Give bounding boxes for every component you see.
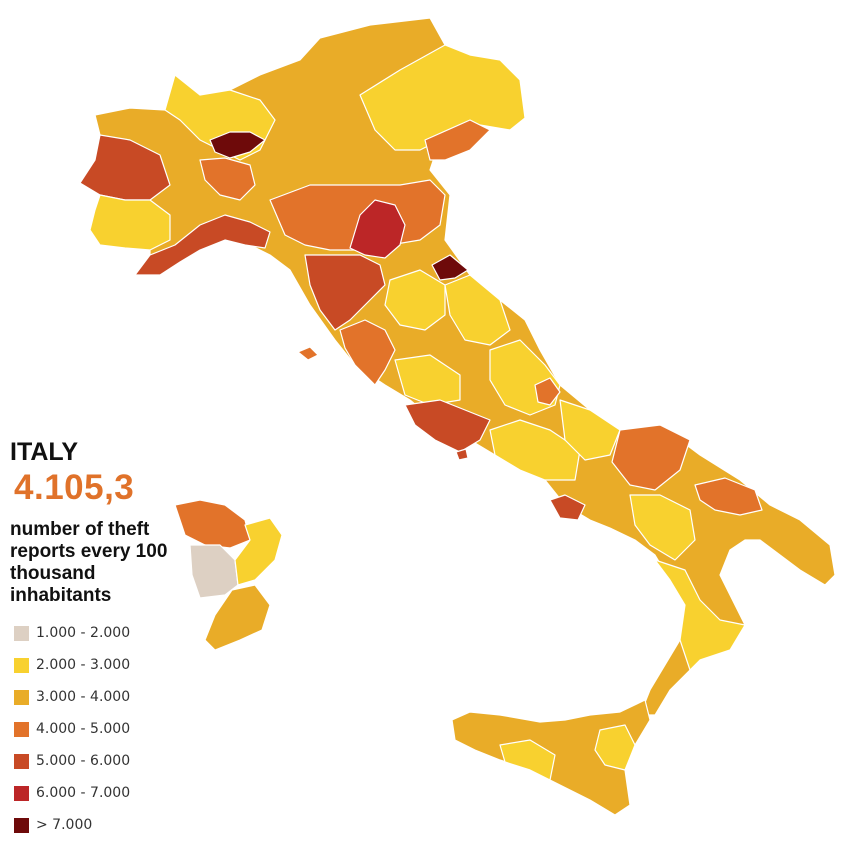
map-subtitle: number of theft reports every 100 thousa… <box>10 519 168 606</box>
map-region-molise[interactable] <box>559 399 621 461</box>
map-region-rimini[interactable] <box>431 254 469 281</box>
legend-swatch <box>14 690 29 705</box>
map-region-umbria[interactable] <box>384 269 446 331</box>
map-region-sardinia-east[interactable] <box>234 517 283 586</box>
map-region-tuscany-south[interactable] <box>339 319 396 386</box>
map-region-foggia[interactable] <box>611 424 691 491</box>
legend-label: 4.000 - 5.000 <box>36 721 131 737</box>
map-region-campania-yellow[interactable] <box>489 419 581 481</box>
map-region-bari[interactable] <box>694 477 763 516</box>
map-region-rome[interactable] <box>404 399 491 453</box>
map-region-tuscany-red[interactable] <box>304 254 386 331</box>
map-region-sicily-yellow[interactable] <box>499 739 556 781</box>
map-region-ischia[interactable] <box>455 448 469 461</box>
map-region-milan[interactable] <box>209 131 266 159</box>
map-region-naples[interactable] <box>549 494 586 521</box>
map-region-sardinia-grey[interactable] <box>189 544 239 599</box>
map-region-sardinia-north[interactable] <box>174 499 251 549</box>
map-region-piedmont-red[interactable] <box>79 134 171 201</box>
map-region-liguria[interactable] <box>134 214 271 276</box>
legend-label: 1.000 - 2.000 <box>36 625 131 641</box>
map-title: ITALY <box>10 438 79 466</box>
legend-swatch <box>14 722 29 737</box>
legend-swatch <box>14 818 29 833</box>
map-region-lazio-north[interactable] <box>394 354 461 406</box>
legend-label: 6.000 - 7.000 <box>36 785 131 801</box>
legend-swatch <box>14 786 29 801</box>
map-region-bologna[interactable] <box>349 199 406 259</box>
map-region-calabria[interactable] <box>654 559 746 671</box>
legend-swatch <box>14 626 29 641</box>
map-region-piedmont-yellow[interactable] <box>89 194 171 251</box>
legend-swatch <box>14 754 29 769</box>
map-region-lombardy-orange[interactable] <box>199 157 256 201</box>
legend-label: 5.000 - 6.000 <box>36 753 131 769</box>
national-value: 4.105,3 <box>14 468 135 507</box>
map-region-sicily-east[interactable] <box>594 724 636 771</box>
map-region-marche[interactable] <box>444 274 511 346</box>
map-region-basilicata[interactable] <box>629 494 696 561</box>
map-region-pescara[interactable] <box>534 377 561 406</box>
legend-label: 2.000 - 3.000 <box>36 657 131 673</box>
map-region-sardinia-south[interactable] <box>204 584 271 651</box>
legend-label: 3.000 - 4.000 <box>36 689 131 705</box>
map-region-veneto-orange[interactable] <box>424 119 491 161</box>
map-region-elba[interactable] <box>297 346 319 361</box>
legend-label: > 7.000 <box>36 817 93 833</box>
map-region-trentino[interactable] <box>359 44 526 151</box>
legend-swatch <box>14 658 29 673</box>
